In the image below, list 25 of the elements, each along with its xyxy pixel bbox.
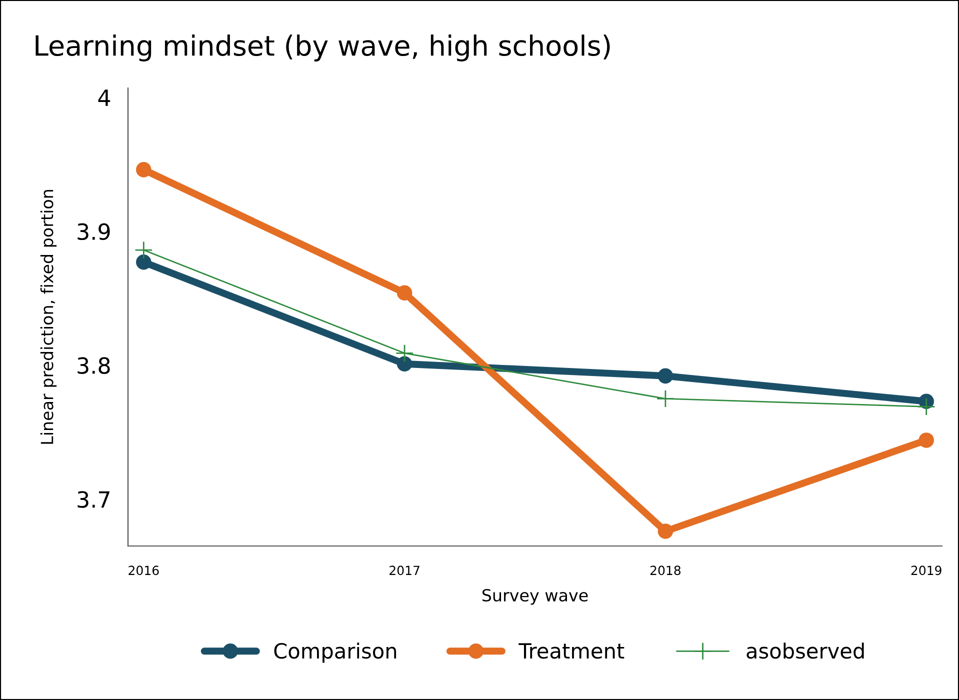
- y-tick-label: 3.9: [78, 223, 110, 240]
- point: [658, 524, 674, 539]
- legend-label: asobserved: [746, 642, 864, 659]
- legend-label: Treatment: [518, 643, 624, 659]
- legend-label: Comparison: [274, 642, 396, 663]
- point: [658, 368, 674, 384]
- x-axis-title: Survey wave: [482, 588, 588, 605]
- y-axis-title: Linear prediction, fixed portion: [40, 190, 57, 444]
- point: [396, 285, 412, 301]
- y-tick-label: 3.8: [78, 357, 110, 374]
- y-tick-label: 3.7: [78, 491, 110, 508]
- x-tick-label: 2019: [911, 566, 942, 576]
- point: [396, 356, 412, 372]
- point: [136, 162, 152, 178]
- chart-title: Learning mindset (by wave, high schools): [36, 34, 610, 62]
- point: [918, 432, 934, 448]
- x-tick-label: 2018: [650, 566, 680, 576]
- point: [917, 398, 936, 416]
- x-tick-label: 2017: [390, 566, 420, 576]
- point: [136, 254, 152, 270]
- y-tick-label: 4: [98, 90, 110, 106]
- point: [396, 344, 414, 362]
- point: [656, 390, 674, 408]
- point: [134, 241, 153, 260]
- x-tick-label: 2016: [128, 566, 159, 576]
